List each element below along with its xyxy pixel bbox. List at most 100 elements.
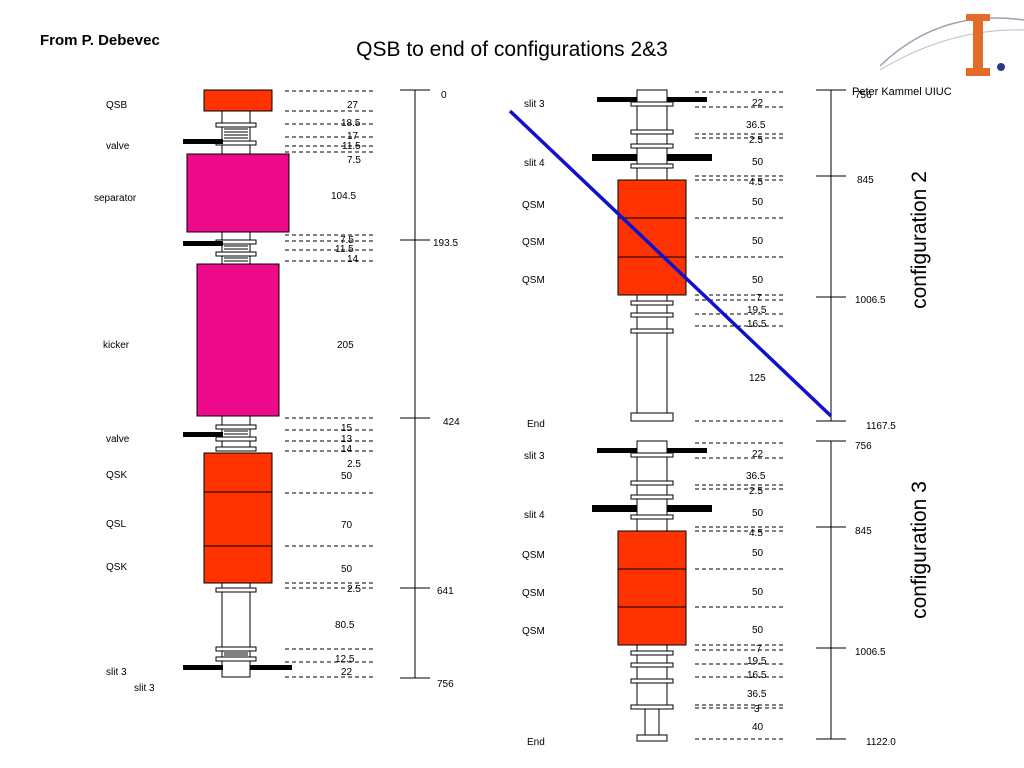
slit-bar <box>597 97 637 102</box>
config2-scale-label: 756 <box>855 90 872 101</box>
config2-length: 19.5 <box>747 305 767 316</box>
left-scale-label: 756 <box>437 679 454 690</box>
left-length: 27 <box>347 100 359 111</box>
left-name: QSB <box>106 100 127 111</box>
left-scale-label: 424 <box>443 417 460 428</box>
left-length: 17 <box>347 131 359 142</box>
left-scale-label: 641 <box>437 586 454 597</box>
config2-name: End <box>527 419 545 430</box>
slit-bar <box>250 665 292 670</box>
config2-name: slit 3 <box>524 99 545 110</box>
slit-bar <box>667 505 712 512</box>
slit-bar <box>597 448 637 453</box>
config3-length: 2.5 <box>749 486 763 497</box>
configuration-2-label: configuration 2 <box>908 171 931 309</box>
slide-title: QSB to end of configurations 2&3 <box>356 38 668 61</box>
config3-length: 3 <box>754 704 760 715</box>
left-length: 15 <box>341 423 353 434</box>
left-length: 2.5 <box>347 584 361 595</box>
config3-length: 22 <box>752 449 764 460</box>
valve-bar <box>183 139 223 144</box>
config2-length: 125 <box>749 373 766 384</box>
config3-length: 36.5 <box>747 689 767 700</box>
left-length: 13 <box>341 434 353 445</box>
left-name: slit 3 <box>106 667 127 678</box>
qsk-qsl-magnet <box>203 452 273 584</box>
left-length: 18.5 <box>341 118 361 129</box>
config3-length: 50 <box>752 625 764 636</box>
left-length: 104.5 <box>331 191 356 202</box>
config2-scale-label: 1167.5 <box>866 421 896 432</box>
left-name: QSL <box>106 519 126 530</box>
config3-name: slit 4 <box>524 510 545 521</box>
config2-length: 2.5 <box>749 135 763 146</box>
config2-name: QSM <box>522 237 545 248</box>
left-length: 12.5 <box>335 654 355 665</box>
slit-bar <box>667 97 707 102</box>
slit-bar <box>667 448 707 453</box>
strike-through-line <box>508 109 833 418</box>
left-name: QSK <box>106 562 127 573</box>
config2-length: 50 <box>752 197 764 208</box>
left-name: separator <box>94 193 137 204</box>
left-name: slit 3 <box>134 683 155 694</box>
left-length: 14 <box>341 444 353 455</box>
uiuc-logo-icon <box>880 14 1024 76</box>
config2-scale-label: 1006.5 <box>855 295 886 306</box>
config3-scale-label: 845 <box>855 526 872 537</box>
left-scale-label: 193.5 <box>433 238 458 249</box>
config2-length: 50 <box>752 236 764 247</box>
left-length: 14 <box>347 254 359 265</box>
slit-bar <box>592 154 637 161</box>
config3-length: 50 <box>752 587 764 598</box>
qsm-magnet <box>617 179 687 296</box>
config2-length: 4.5 <box>749 177 763 188</box>
slit-bar <box>667 154 712 161</box>
kicker-magnet <box>196 263 280 417</box>
config2-scale-label: 845 <box>857 175 874 186</box>
slit-bar <box>592 505 637 512</box>
slit-bar <box>183 665 223 670</box>
left-scale-label: 0 <box>441 90 447 101</box>
left-name: valve <box>106 434 130 445</box>
config2-name: slit 4 <box>524 158 545 169</box>
config3-length: 16.5 <box>747 670 767 681</box>
left-name: QSK <box>106 470 127 481</box>
config3-scale-label: 1006.5 <box>855 647 886 658</box>
config2-length: 16.5 <box>747 319 767 330</box>
config3-length: 4.5 <box>749 528 763 539</box>
config3-length: 40 <box>752 722 764 733</box>
valve-bar <box>183 241 223 246</box>
config2-length: 50 <box>752 275 764 286</box>
config3-length: 19.5 <box>747 656 767 667</box>
left-length: 2.5 <box>347 459 361 470</box>
valve-bar <box>183 432 223 437</box>
config2-name: QSM <box>522 275 545 286</box>
qsb-magnet <box>203 89 273 112</box>
config2-name: QSM <box>522 200 545 211</box>
config3-name: End <box>527 737 545 748</box>
qsm-magnet <box>617 530 687 646</box>
separator-magnet <box>186 153 290 233</box>
left-length: 70 <box>341 520 353 531</box>
config2-length: 7 <box>756 293 762 304</box>
config3-scale-label: 1122.0 <box>866 737 896 748</box>
config3-name: QSM <box>522 588 545 599</box>
author-label: From P. Debevec <box>40 32 160 49</box>
config2-length: 22 <box>752 98 764 109</box>
config3-length: 50 <box>752 508 764 519</box>
left-length: 22 <box>341 667 353 678</box>
config3-length: 50 <box>752 548 764 559</box>
config3-name: QSM <box>522 626 545 637</box>
left-name: valve <box>106 141 130 152</box>
config3-name: QSM <box>522 550 545 561</box>
config3-length: 7 <box>756 644 762 655</box>
left-length: 11.5 <box>335 244 354 255</box>
config3-scale-label: 756 <box>855 441 872 452</box>
credit-label: Peter Kammel UIUC <box>852 86 952 98</box>
config3-name: slit 3 <box>524 451 545 462</box>
left-length: 50 <box>341 471 353 482</box>
left-length: 50 <box>341 564 353 575</box>
configuration-3-label: configuration 3 <box>908 481 931 619</box>
